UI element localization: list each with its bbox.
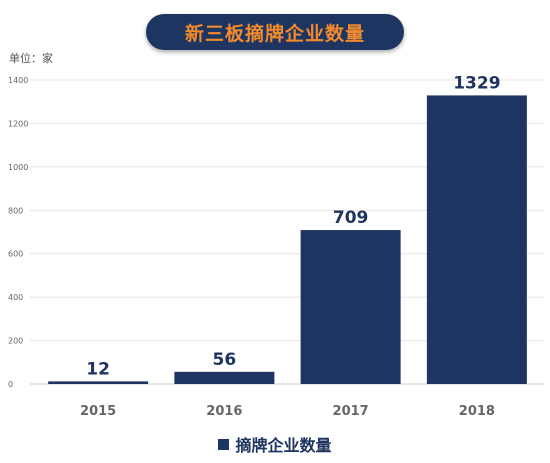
y-tick-label: 1200 [8,119,28,128]
bar-2018 [426,95,527,384]
y-tick-label: 1000 [8,163,28,172]
bar-2015 [48,381,149,384]
data-label-2016: 56 [213,350,237,370]
y-tick-label: 400 [8,293,23,302]
legend: 摘牌企业数量 [0,432,550,456]
y-tick-label: 1400 [8,76,28,85]
data-label-2018: 1329 [453,73,500,93]
bar-2016 [174,371,275,384]
data-label-2015: 12 [86,359,110,379]
unit-label: 单位：家 [9,52,53,65]
data-label-2017: 709 [333,208,369,228]
y-tick-label: 600 [8,250,23,259]
y-tick-label: 0 [8,380,13,389]
bar-2017 [300,230,401,384]
x-tick-label-2016: 2016 [206,404,242,419]
x-tick-label-2015: 2015 [80,404,116,419]
chart-title: 新三板摘牌企业数量 [184,22,365,45]
y-tick-label: 200 [8,337,23,346]
chart-title-banner: 新三板摘牌企业数量 [146,14,404,50]
legend-label: 摘牌企业数量 [235,436,332,455]
legend-swatch [218,438,230,450]
x-tick-label-2018: 2018 [459,404,495,419]
x-tick-label-2017: 2017 [333,404,369,419]
y-tick-label: 800 [8,206,23,215]
